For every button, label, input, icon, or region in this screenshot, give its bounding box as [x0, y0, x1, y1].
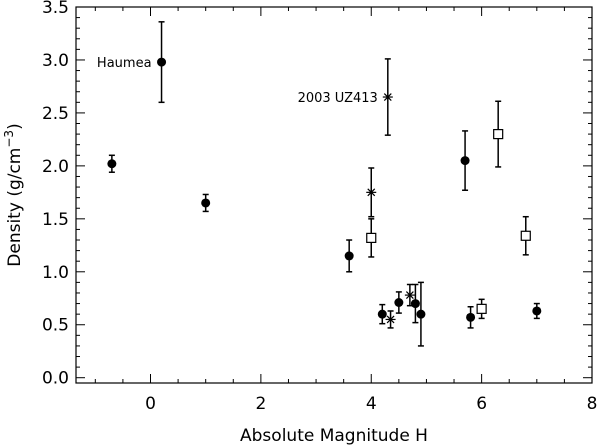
y-axis-label: Density (g/cm−3) [2, 123, 25, 266]
data-point-open-square [493, 100, 504, 168]
y-axis-label-main: Density (g/cm [5, 148, 25, 267]
point-marker [493, 128, 504, 140]
point-marker [410, 299, 420, 309]
point-marker [366, 188, 377, 197]
y-axis-label-superscript: −3 [2, 130, 16, 148]
point-marker [476, 303, 487, 314]
data-point-open-square [476, 298, 487, 320]
data-point-filled-circle [377, 303, 387, 325]
annotations-layer: Haumea 2003 UZ413 [97, 56, 378, 106]
y-tick-label: 0.0 [42, 369, 69, 389]
point-marker [201, 198, 211, 208]
point-marker [344, 251, 354, 261]
data-point-filled-circle [532, 302, 542, 320]
asterisk-stroke [383, 93, 392, 101]
x-tick-label: 6 [476, 394, 487, 414]
point-marker [366, 232, 377, 243]
point-marker [416, 309, 426, 319]
points-layer [107, 21, 542, 347]
annotation-label: 2003 UZ413 [298, 91, 378, 106]
asterisk-stroke [386, 315, 395, 324]
y-axis-label-close: ) [5, 123, 25, 130]
x-tick-label: 2 [255, 394, 266, 414]
data-point-asterisk [385, 310, 396, 329]
y-tick-label: 3.5 [42, 0, 69, 18]
point-marker [107, 159, 117, 169]
point-marker [404, 291, 415, 300]
data-point-filled-circle [410, 283, 420, 324]
data-point-asterisk [382, 58, 393, 136]
data-point-filled-circle [107, 154, 117, 173]
point-marker [385, 315, 396, 324]
y-tick-label: 0.5 [42, 316, 69, 336]
data-point-open-square [520, 215, 531, 256]
x-tick-label: 0 [145, 394, 156, 414]
point-marker [394, 298, 404, 308]
y-tick-label: 1.0 [42, 263, 69, 283]
data-point-filled-circle [394, 291, 404, 314]
data-point-filled-circle [344, 239, 354, 273]
y-tick-label: 2.5 [42, 104, 69, 124]
asterisk-stroke [367, 188, 376, 197]
y-tick-label: 1.5 [42, 210, 69, 230]
data-point-open-square [366, 218, 377, 258]
x-tick-label: 8 [587, 394, 598, 414]
data-point-filled-circle [157, 21, 167, 104]
asterisk-stroke [405, 291, 414, 300]
x-axis-label: Absolute Magnitude H [240, 426, 428, 446]
point-marker [460, 156, 470, 166]
point-marker [157, 57, 167, 67]
plot-frame [75, 6, 593, 384]
y-tick-label: 2.0 [42, 157, 69, 177]
data-point-filled-circle [466, 305, 476, 329]
data-point-filled-circle [201, 193, 211, 213]
point-marker [520, 230, 531, 241]
data-point-asterisk [366, 167, 377, 218]
annotation-label: Haumea [97, 56, 152, 71]
x-tick-label: 4 [366, 394, 377, 414]
data-point-filled-circle [460, 130, 470, 191]
point-marker [532, 306, 542, 316]
data-point-asterisk [404, 283, 415, 307]
point-marker [466, 312, 476, 322]
point-marker [377, 309, 387, 319]
y-tick-label: 3.0 [42, 51, 69, 71]
ticks-layer: 0 2 4 6 8 0.0 0.5 1.0 1.5 2.0 2.5 3.0 3.5 [42, 0, 597, 414]
data-point-filled-circle [416, 281, 426, 347]
point-marker [382, 93, 393, 101]
